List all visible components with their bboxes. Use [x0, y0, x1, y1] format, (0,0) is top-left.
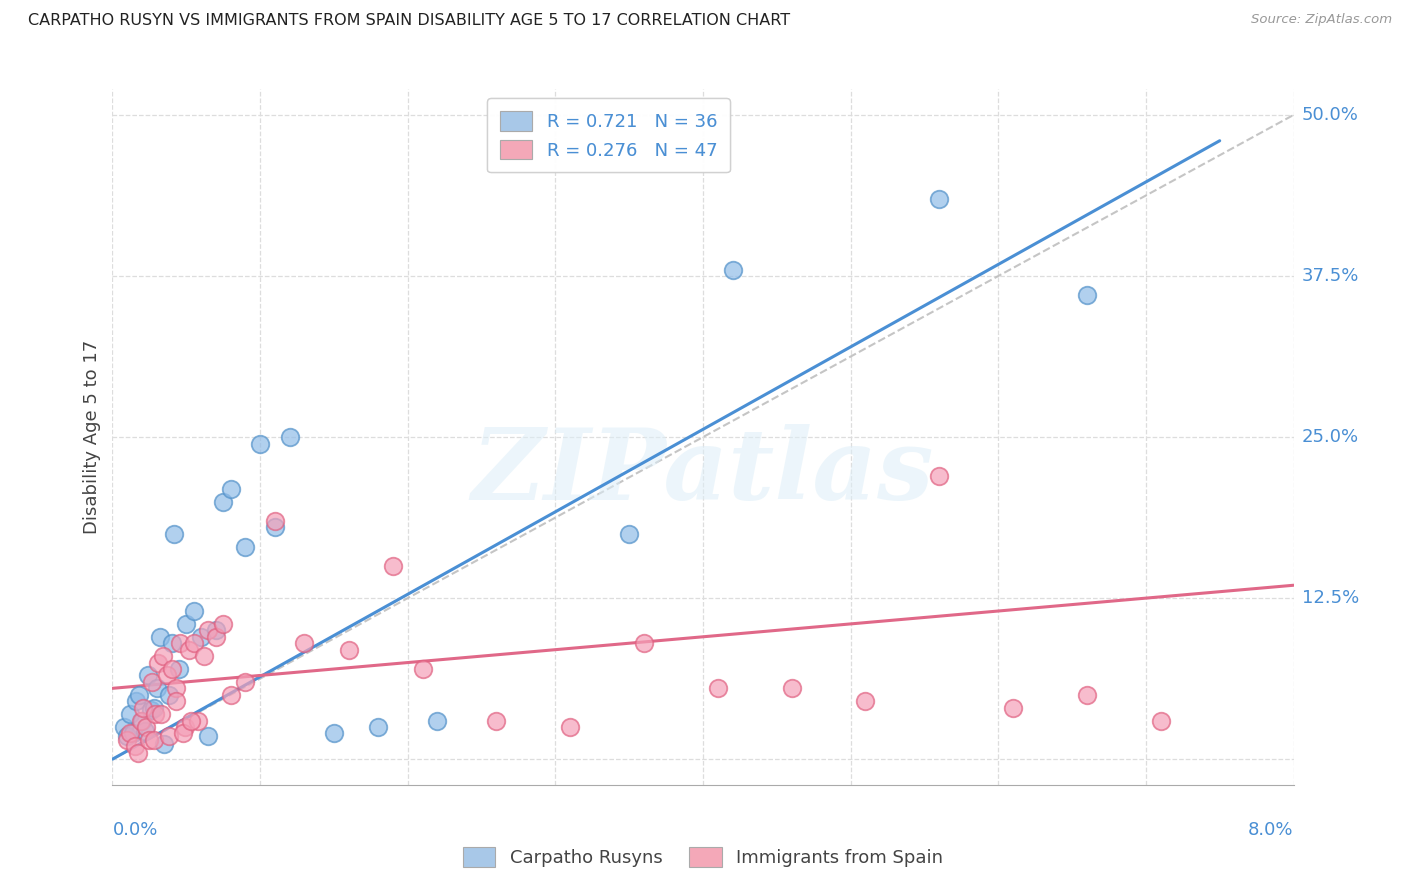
- Point: [292, 636, 315, 650]
- Text: 25.0%: 25.0%: [1302, 428, 1360, 446]
- Point: [633, 636, 655, 650]
- Point: [278, 430, 301, 444]
- Point: [183, 636, 205, 650]
- Point: [219, 688, 242, 702]
- Y-axis label: Disability Age 5 to 17: Disability Age 5 to 17: [83, 340, 101, 534]
- Point: [212, 494, 235, 508]
- Point: [180, 714, 202, 728]
- Point: [205, 630, 228, 644]
- Text: 0.0%: 0.0%: [112, 821, 157, 838]
- Point: [117, 732, 138, 747]
- Point: [122, 726, 145, 740]
- Point: [485, 714, 508, 728]
- Point: [172, 726, 194, 740]
- Point: [337, 642, 360, 657]
- Point: [136, 668, 159, 682]
- Point: [233, 540, 256, 554]
- Point: [173, 720, 195, 734]
- Point: [169, 636, 191, 650]
- Point: [156, 668, 179, 682]
- Point: [120, 726, 142, 740]
- Point: [146, 681, 169, 696]
- Point: [132, 700, 155, 714]
- Point: [721, 262, 744, 277]
- Point: [1150, 714, 1173, 728]
- Point: [183, 604, 205, 618]
- Legend: Carpatho Rusyns, Immigrants from Spain: Carpatho Rusyns, Immigrants from Spain: [456, 839, 950, 874]
- Point: [139, 703, 162, 717]
- Legend: R = 0.721   N = 36, R = 0.276   N = 47: R = 0.721 N = 36, R = 0.276 N = 47: [486, 98, 730, 172]
- Point: [157, 688, 180, 702]
- Text: CARPATHO RUSYN VS IMMIGRANTS FROM SPAIN DISABILITY AGE 5 TO 17 CORRELATION CHART: CARPATHO RUSYN VS IMMIGRANTS FROM SPAIN …: [28, 13, 790, 29]
- Point: [128, 688, 150, 702]
- Point: [160, 662, 183, 676]
- Point: [174, 616, 197, 631]
- Point: [143, 707, 166, 722]
- Point: [135, 720, 157, 734]
- Text: 12.5%: 12.5%: [1302, 589, 1360, 607]
- Point: [187, 714, 209, 728]
- Point: [367, 720, 389, 734]
- Point: [149, 630, 172, 644]
- Point: [205, 624, 228, 638]
- Point: [426, 714, 449, 728]
- Point: [142, 732, 165, 747]
- Point: [160, 636, 183, 650]
- Point: [193, 649, 215, 664]
- Point: [167, 662, 190, 676]
- Point: [381, 558, 405, 573]
- Point: [153, 737, 176, 751]
- Point: [124, 739, 146, 754]
- Point: [560, 720, 582, 734]
- Text: 37.5%: 37.5%: [1302, 267, 1360, 285]
- Point: [163, 526, 186, 541]
- Point: [134, 723, 156, 738]
- Text: 8.0%: 8.0%: [1249, 821, 1294, 838]
- Point: [619, 526, 641, 541]
- Point: [233, 674, 256, 689]
- Text: Source: ZipAtlas.com: Source: ZipAtlas.com: [1251, 13, 1392, 27]
- Point: [853, 694, 877, 708]
- Point: [129, 714, 152, 728]
- Point: [157, 729, 180, 743]
- Point: [1001, 700, 1024, 714]
- Point: [165, 681, 187, 696]
- Point: [148, 656, 170, 670]
- Point: [152, 649, 174, 664]
- Point: [117, 729, 138, 743]
- Text: ZIPatlas: ZIPatlas: [472, 424, 934, 520]
- Point: [131, 714, 153, 728]
- Point: [212, 616, 235, 631]
- Point: [928, 192, 950, 206]
- Point: [112, 720, 135, 734]
- Point: [264, 514, 287, 528]
- Point: [197, 729, 219, 743]
- Point: [127, 746, 149, 760]
- Point: [190, 630, 212, 644]
- Point: [142, 700, 165, 714]
- Point: [150, 707, 173, 722]
- Point: [197, 624, 219, 638]
- Point: [138, 732, 160, 747]
- Point: [706, 681, 728, 696]
- Text: 50.0%: 50.0%: [1302, 106, 1358, 124]
- Point: [412, 662, 434, 676]
- Point: [1076, 288, 1098, 302]
- Point: [165, 694, 187, 708]
- Point: [264, 520, 287, 534]
- Point: [141, 674, 163, 689]
- Point: [120, 707, 142, 722]
- Point: [125, 694, 148, 708]
- Point: [219, 482, 242, 496]
- Point: [928, 468, 950, 483]
- Point: [249, 436, 271, 450]
- Point: [780, 681, 803, 696]
- Point: [179, 642, 201, 657]
- Point: [1076, 688, 1098, 702]
- Point: [323, 726, 346, 740]
